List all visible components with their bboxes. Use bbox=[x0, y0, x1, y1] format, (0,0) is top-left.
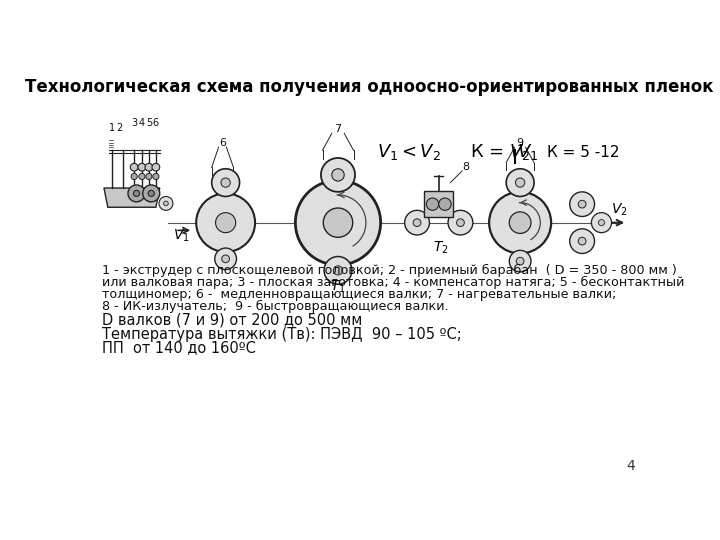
Text: $V_1 < V_2$: $V_1 < V_2$ bbox=[377, 142, 441, 162]
Circle shape bbox=[598, 220, 605, 226]
Circle shape bbox=[130, 164, 138, 171]
Circle shape bbox=[578, 200, 586, 208]
Circle shape bbox=[405, 211, 429, 235]
Circle shape bbox=[215, 213, 235, 233]
Circle shape bbox=[139, 173, 145, 179]
Text: 9: 9 bbox=[516, 138, 523, 147]
Circle shape bbox=[215, 248, 236, 269]
Circle shape bbox=[143, 185, 160, 202]
Circle shape bbox=[516, 178, 525, 187]
Text: 2: 2 bbox=[117, 123, 122, 132]
Text: К = $V_2$: К = $V_2$ bbox=[469, 142, 530, 162]
Circle shape bbox=[448, 211, 473, 235]
Circle shape bbox=[438, 198, 451, 211]
Text: $T_2$: $T_2$ bbox=[433, 240, 449, 256]
Text: 4: 4 bbox=[139, 118, 145, 128]
Circle shape bbox=[138, 164, 145, 171]
Text: толщиномер; 6 -  медленновращающиеся валки; 7 - нагревательные валки;: толщиномер; 6 - медленновращающиеся валк… bbox=[102, 288, 616, 301]
Text: 6: 6 bbox=[219, 138, 226, 147]
Circle shape bbox=[324, 256, 352, 284]
Text: 8 - ИК-излучатель;  9 - быстровращающиеся валки.: 8 - ИК-излучатель; 9 - быстровращающиеся… bbox=[102, 300, 449, 314]
Text: 3: 3 bbox=[131, 118, 138, 128]
Circle shape bbox=[152, 164, 160, 171]
Text: $V_1$: $V_1$ bbox=[517, 142, 539, 162]
Text: 8: 8 bbox=[462, 163, 469, 172]
Circle shape bbox=[489, 192, 551, 253]
Circle shape bbox=[148, 190, 154, 197]
Circle shape bbox=[323, 208, 353, 237]
Text: $T_1$: $T_1$ bbox=[330, 279, 346, 295]
Circle shape bbox=[153, 173, 159, 179]
Circle shape bbox=[131, 173, 138, 179]
Circle shape bbox=[570, 192, 595, 217]
Circle shape bbox=[426, 198, 438, 211]
Circle shape bbox=[128, 185, 145, 202]
Circle shape bbox=[578, 237, 586, 245]
Circle shape bbox=[321, 158, 355, 192]
Circle shape bbox=[506, 168, 534, 197]
Circle shape bbox=[212, 168, 240, 197]
Text: Температура вытяжки (Тв): ПЭВД  90 – 105 ºС;: Температура вытяжки (Тв): ПЭВД 90 – 105 … bbox=[102, 327, 462, 342]
Circle shape bbox=[295, 180, 381, 265]
Text: 7: 7 bbox=[334, 124, 341, 134]
Text: $V_2$: $V_2$ bbox=[611, 201, 628, 218]
Text: D валков (7 и 9) от 200 до 500 мм: D валков (7 и 9) от 200 до 500 мм bbox=[102, 313, 362, 328]
Circle shape bbox=[516, 257, 524, 265]
Text: 1 - экструдер с плоскощелевой головкой; 2 - приемный барабан  ( D = 350 - 800 мм: 1 - экструдер с плоскощелевой головкой; … bbox=[102, 264, 676, 276]
Text: 6: 6 bbox=[153, 118, 159, 128]
Circle shape bbox=[332, 168, 344, 181]
Text: ПП  от 140 до 160ºС: ПП от 140 до 160ºС bbox=[102, 340, 256, 355]
Circle shape bbox=[145, 173, 152, 179]
Circle shape bbox=[509, 251, 531, 272]
Circle shape bbox=[159, 197, 173, 211]
Circle shape bbox=[456, 219, 464, 226]
Text: или валковая пара; 3 - плоская заготовка; 4 - компенсатор натяга; 5 - бесконтакт: или валковая пара; 3 - плоская заготовка… bbox=[102, 276, 684, 289]
FancyBboxPatch shape bbox=[424, 191, 454, 217]
Circle shape bbox=[145, 164, 153, 171]
Circle shape bbox=[333, 266, 343, 275]
Polygon shape bbox=[104, 188, 160, 207]
Text: $V_1$: $V_1$ bbox=[173, 227, 189, 244]
Text: 4: 4 bbox=[626, 459, 635, 473]
Circle shape bbox=[570, 229, 595, 253]
Circle shape bbox=[509, 212, 531, 233]
Circle shape bbox=[222, 255, 230, 262]
Circle shape bbox=[591, 213, 611, 233]
Circle shape bbox=[133, 190, 140, 197]
Circle shape bbox=[221, 178, 230, 187]
Circle shape bbox=[413, 219, 421, 226]
Text: 1: 1 bbox=[109, 123, 114, 132]
Circle shape bbox=[196, 193, 255, 252]
Text: 5: 5 bbox=[145, 118, 152, 128]
Text: Технологическая схема получения одноосно-ориентированных пленок: Технологическая схема получения одноосно… bbox=[24, 78, 714, 96]
Text: К = 5 -12: К = 5 -12 bbox=[547, 145, 620, 160]
Circle shape bbox=[163, 201, 168, 206]
